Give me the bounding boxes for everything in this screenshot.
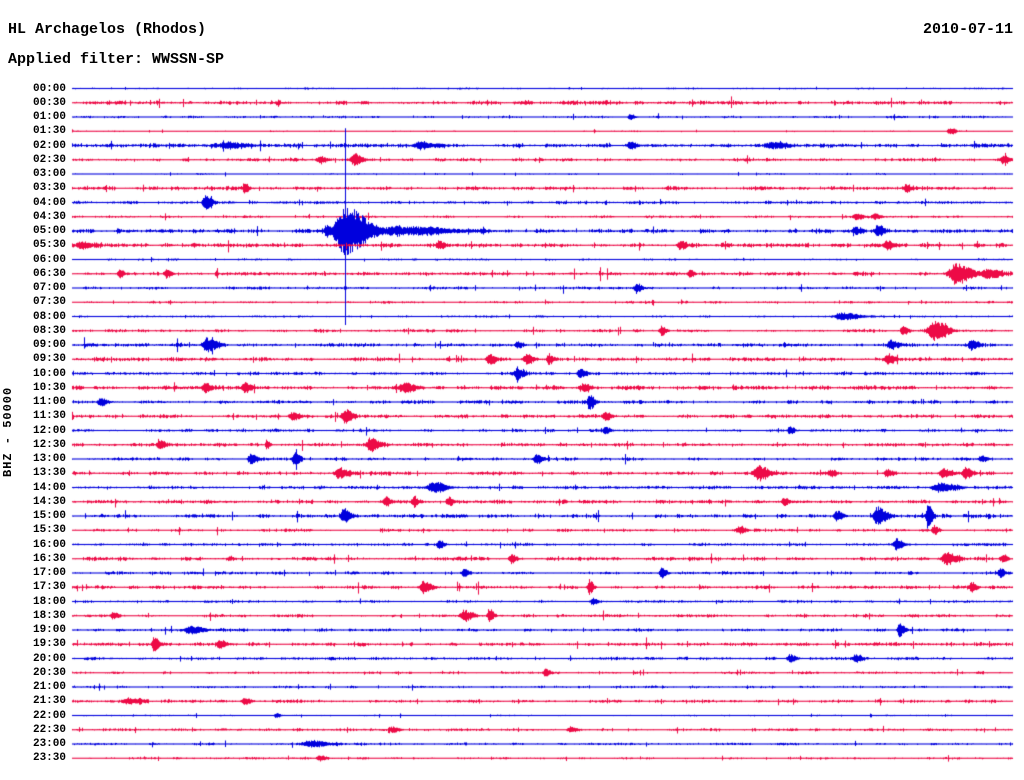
- time-label: 21:00: [32, 681, 66, 693]
- time-label: 20:00: [32, 652, 66, 665]
- time-label: 16:30: [32, 552, 66, 565]
- time-label: 05:30: [32, 239, 66, 252]
- time-label: 13:30: [32, 467, 66, 480]
- time-label: 14:30: [32, 495, 66, 508]
- time-label: 06:30: [32, 267, 66, 280]
- time-label: 20:30: [32, 666, 66, 679]
- time-label: 05:00: [32, 225, 66, 237]
- time-label: 07:00: [32, 282, 66, 294]
- time-label: 08:00: [32, 310, 66, 323]
- time-label: 10:00: [32, 367, 66, 380]
- time-label: 00:00: [32, 82, 66, 95]
- time-label: 21:30: [32, 695, 66, 708]
- time-label: 23:00: [32, 738, 66, 750]
- filter-label: Applied filter: WWSSN-SP: [8, 51, 225, 68]
- time-label: 15:30: [32, 524, 66, 537]
- time-label: 03:00: [32, 168, 66, 180]
- date-label: 2010-07-11: [922, 21, 1013, 38]
- time-label: 18:00: [32, 595, 66, 608]
- time-label: 12:30: [32, 438, 66, 451]
- time-label: 09:30: [32, 353, 66, 366]
- time-label: 13:00: [32, 453, 66, 465]
- time-label: 18:30: [32, 609, 66, 622]
- time-label: 12:00: [32, 424, 66, 437]
- time-label: 15:00: [32, 510, 66, 522]
- time-label: 02:30: [32, 153, 66, 166]
- time-label: 07:30: [32, 296, 66, 309]
- time-label: 10:30: [32, 381, 66, 394]
- time-label: 08:30: [32, 324, 66, 337]
- time-label: 19:30: [32, 638, 66, 651]
- station-title: HL Archagelos (Rhodos): [8, 21, 207, 38]
- time-label: 14:00: [32, 481, 66, 494]
- channel-scale-axis-label: BHZ - 50000: [1, 386, 15, 478]
- time-label: 04:30: [32, 210, 66, 223]
- time-label: 23:30: [32, 752, 66, 765]
- time-label: 01:00: [32, 111, 66, 123]
- time-label: 01:30: [32, 125, 66, 138]
- time-label: 11:00: [32, 396, 66, 408]
- time-label: 17:00: [32, 567, 66, 579]
- time-label: 09:00: [32, 339, 66, 351]
- time-label: 16:00: [32, 538, 66, 551]
- time-label: 04:00: [32, 196, 66, 209]
- time-label: 03:30: [32, 182, 66, 195]
- time-label: 00:30: [32, 96, 66, 109]
- time-label: 11:30: [32, 410, 66, 423]
- time-label: 06:00: [32, 253, 66, 266]
- time-label: 19:00: [32, 624, 66, 636]
- time-label: 02:00: [32, 139, 66, 152]
- time-label: 22:30: [32, 723, 66, 736]
- time-label: 22:00: [32, 709, 66, 722]
- time-label: 17:30: [32, 581, 66, 594]
